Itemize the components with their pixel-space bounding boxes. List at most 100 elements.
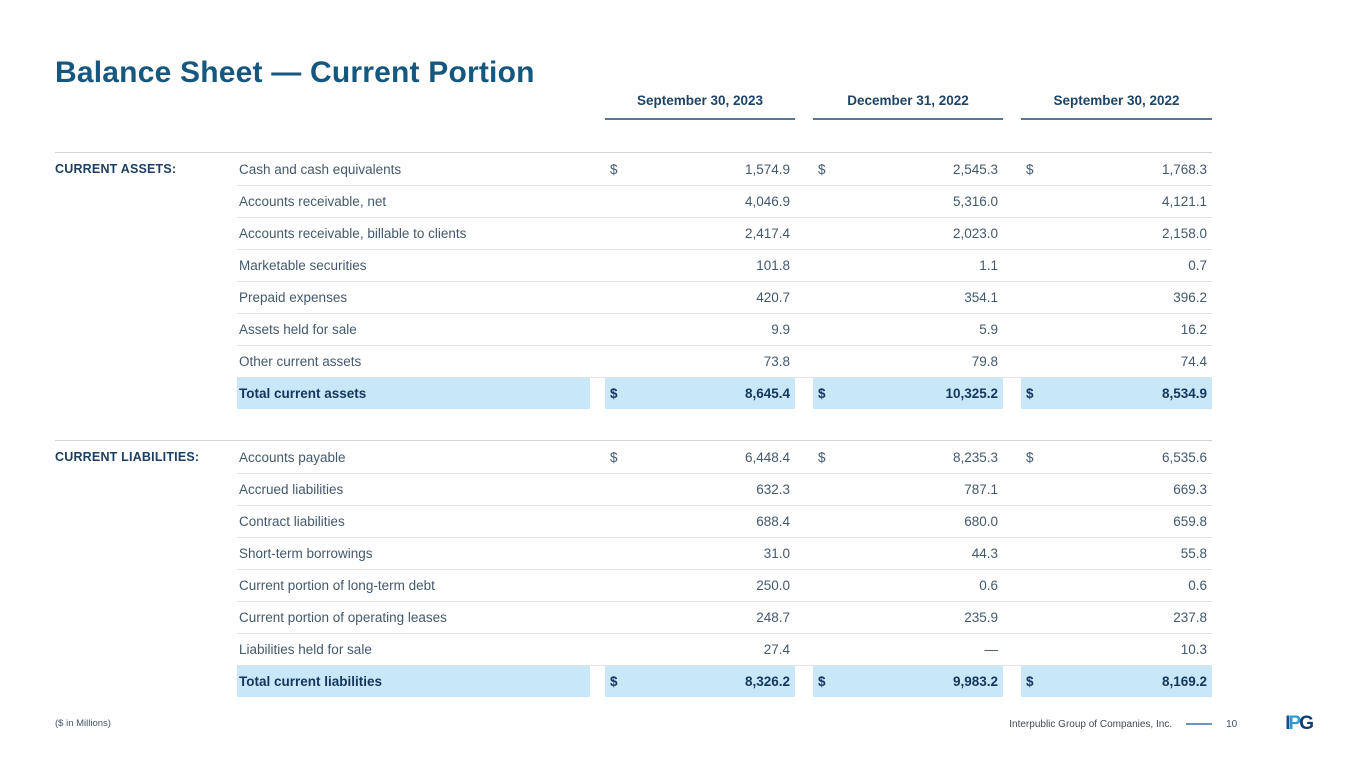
section-label bbox=[55, 569, 237, 601]
row-label: Liabilities held for sale bbox=[239, 642, 372, 657]
units-note: ($ in Millions) bbox=[55, 718, 111, 729]
value-cell: 79.8 bbox=[813, 346, 1003, 377]
row-body: Cash and cash equivalents $1,574.9 $2,545.… bbox=[237, 153, 1212, 185]
row-body: Liabilities held for sale 27.4 — 10.3 bbox=[237, 633, 1212, 665]
dollar-sign: $ bbox=[818, 161, 826, 177]
value-text: 8,235.3 bbox=[952, 449, 998, 465]
value-cell: 4,121.1 bbox=[1021, 186, 1212, 217]
column-gap bbox=[1003, 186, 1021, 217]
row-label: Accounts receivable, net bbox=[239, 194, 387, 209]
table-row: CURRENT ASSETS: Cash and cash equivalents… bbox=[55, 153, 1212, 185]
footer: Interpublic Group of Companies, Inc. 10 … bbox=[1009, 713, 1314, 735]
column-gap bbox=[795, 441, 813, 473]
value-text: 6,535.6 bbox=[1161, 449, 1207, 465]
column-gap bbox=[1003, 153, 1021, 185]
row-label: Accrued liabilities bbox=[239, 482, 344, 497]
column-gap bbox=[590, 346, 605, 377]
value-text: 101.8 bbox=[756, 258, 790, 273]
value-cell: 632.3 bbox=[605, 474, 795, 505]
value-cell: $2,545.3 bbox=[813, 153, 1003, 185]
row-body: Current portion of long-term debt 250.0 0.… bbox=[237, 569, 1212, 601]
value-cell: 2,023.0 bbox=[813, 218, 1003, 249]
table-row: Other current assets 73.8 79.8 74.4 bbox=[55, 345, 1212, 377]
row-label: Contract liabilities bbox=[239, 514, 345, 529]
section-label: CURRENT ASSETS: bbox=[55, 162, 177, 176]
logo-letter-i: I bbox=[1285, 713, 1290, 734]
value-text: — bbox=[984, 642, 999, 657]
column-gap bbox=[590, 153, 605, 185]
value-text: 8,169.2 bbox=[1161, 674, 1207, 689]
value-text: 237.8 bbox=[1173, 610, 1207, 625]
column-gap bbox=[1003, 441, 1021, 473]
row-body: Other current assets 73.8 79.8 74.4 bbox=[237, 345, 1212, 377]
column-gap bbox=[795, 538, 813, 569]
column-gap bbox=[795, 666, 813, 697]
value-text: 6,448.4 bbox=[744, 449, 790, 465]
row-body: Contract liabilities 688.4 680.0 659.8 bbox=[237, 505, 1212, 537]
total-row: Total current assets $8,645.4 $10,325.2 $8,… bbox=[55, 377, 1212, 409]
row-body: Total current assets $8,645.4 $10,325.2 $8,… bbox=[237, 377, 1212, 409]
value-cell: 250.0 bbox=[605, 570, 795, 601]
page-title: Balance Sheet — Current Portion bbox=[55, 56, 535, 89]
value-cell: 4,046.9 bbox=[605, 186, 795, 217]
section-label bbox=[55, 601, 237, 633]
column-gap bbox=[795, 153, 813, 185]
value-text: 235.9 bbox=[964, 610, 998, 625]
value-text: 250.0 bbox=[756, 578, 790, 593]
column-gap bbox=[590, 218, 605, 249]
dollar-sign: $ bbox=[610, 449, 618, 465]
column-gap bbox=[590, 666, 605, 697]
value-cell: 44.3 bbox=[813, 538, 1003, 569]
dollar-sign: $ bbox=[610, 386, 618, 401]
dollar-sign: $ bbox=[1026, 161, 1034, 177]
column-gap bbox=[795, 570, 813, 601]
section-label bbox=[55, 281, 237, 313]
footer-divider-line bbox=[1186, 723, 1213, 725]
value-text: 4,121.1 bbox=[1161, 194, 1207, 209]
column-gap bbox=[795, 474, 813, 505]
row-body: Total current liabilities $8,326.2 $9,983.… bbox=[237, 665, 1212, 697]
table-row: Prepaid expenses 420.7 354.1 396.2 bbox=[55, 281, 1212, 313]
section-label bbox=[55, 185, 237, 217]
table-row: Marketable securities 101.8 1.1 0.7 bbox=[55, 249, 1212, 281]
column-headers: September 30, 2023 December 31, 2022 Sep… bbox=[605, 93, 1212, 120]
value-text: 4,046.9 bbox=[744, 194, 790, 209]
value-text: 420.7 bbox=[756, 290, 790, 305]
value-cell: 787.1 bbox=[813, 474, 1003, 505]
dollar-sign: $ bbox=[818, 386, 826, 401]
column-gap bbox=[590, 250, 605, 281]
value-cell: 31.0 bbox=[605, 538, 795, 569]
table-row: Short-term borrowings 31.0 44.3 55.8 bbox=[55, 537, 1212, 569]
column-gap bbox=[795, 378, 813, 409]
page-number: 10 bbox=[1226, 718, 1238, 730]
column-gap bbox=[795, 346, 813, 377]
value-cell: 420.7 bbox=[605, 282, 795, 313]
table-row: Accrued liabilities 632.3 787.1 669.3 bbox=[55, 473, 1212, 505]
value-text: 55.8 bbox=[1180, 546, 1207, 561]
value-text: 354.1 bbox=[964, 290, 998, 305]
logo-letter-g: G bbox=[1299, 713, 1314, 734]
column-gap bbox=[795, 314, 813, 345]
column-gap bbox=[795, 634, 813, 665]
value-cell: — bbox=[813, 634, 1003, 665]
value-cell: 688.4 bbox=[605, 506, 795, 537]
table-row: Contract liabilities 688.4 680.0 659.8 bbox=[55, 505, 1212, 537]
value-text: 669.3 bbox=[1173, 482, 1207, 497]
dollar-sign: $ bbox=[818, 674, 826, 689]
value-text: 396.2 bbox=[1173, 290, 1207, 305]
row-body: Accounts receivable, billable to clients… bbox=[237, 217, 1212, 249]
value-text: 8,645.4 bbox=[744, 386, 790, 401]
column-gap bbox=[795, 186, 813, 217]
column-gap bbox=[795, 250, 813, 281]
row-body: Marketable securities 101.8 1.1 0.7 bbox=[237, 249, 1212, 281]
value-text: 1.1 bbox=[979, 258, 998, 273]
value-text: 16.2 bbox=[1180, 322, 1207, 337]
dollar-sign: $ bbox=[818, 449, 826, 465]
value-cell: 2,158.0 bbox=[1021, 218, 1212, 249]
table-row: Assets held for sale 9.9 5.9 16.2 bbox=[55, 313, 1212, 345]
column-gap bbox=[795, 602, 813, 633]
column-gap bbox=[590, 570, 605, 601]
section-label bbox=[55, 313, 237, 345]
value-cell: $8,326.2 bbox=[605, 666, 795, 697]
